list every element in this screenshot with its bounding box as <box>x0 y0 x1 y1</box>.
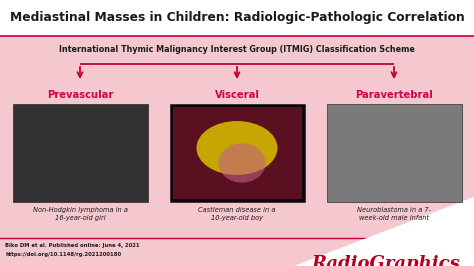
Ellipse shape <box>197 121 277 175</box>
Text: RadioGraphics: RadioGraphics <box>311 255 460 266</box>
Bar <box>173 107 301 199</box>
Text: Biko DM et al. Published online: June 4, 2021: Biko DM et al. Published online: June 4,… <box>5 243 140 248</box>
Bar <box>0 238 474 266</box>
Text: Prevascular: Prevascular <box>47 90 113 100</box>
Bar <box>0 0 474 36</box>
Text: Neuroblastoma in a 7-
week-old male infant: Neuroblastoma in a 7- week-old male infa… <box>357 207 431 221</box>
Text: Visceral: Visceral <box>215 90 259 100</box>
Text: International Thymic Malignancy Interest Group (ITMIG) Classification Scheme: International Thymic Malignancy Interest… <box>59 45 415 55</box>
Bar <box>170 104 304 202</box>
Text: Mediastinal Masses in Children: Radiologic-Pathologic Correlation: Mediastinal Masses in Children: Radiolog… <box>9 11 465 24</box>
Text: Castleman disease in a
10-year-old boy: Castleman disease in a 10-year-old boy <box>198 207 276 221</box>
Bar <box>0 36 474 238</box>
Ellipse shape <box>219 143 265 182</box>
Bar <box>327 104 462 202</box>
Polygon shape <box>294 197 474 266</box>
Text: https://doi.org/10.1148/rg.2021200180: https://doi.org/10.1148/rg.2021200180 <box>5 252 121 257</box>
Text: Non-Hodgkin lymphoma in a
16-year-old girl: Non-Hodgkin lymphoma in a 16-year-old gi… <box>33 207 128 221</box>
Text: Paravertebral: Paravertebral <box>355 90 433 100</box>
Bar <box>12 104 147 202</box>
